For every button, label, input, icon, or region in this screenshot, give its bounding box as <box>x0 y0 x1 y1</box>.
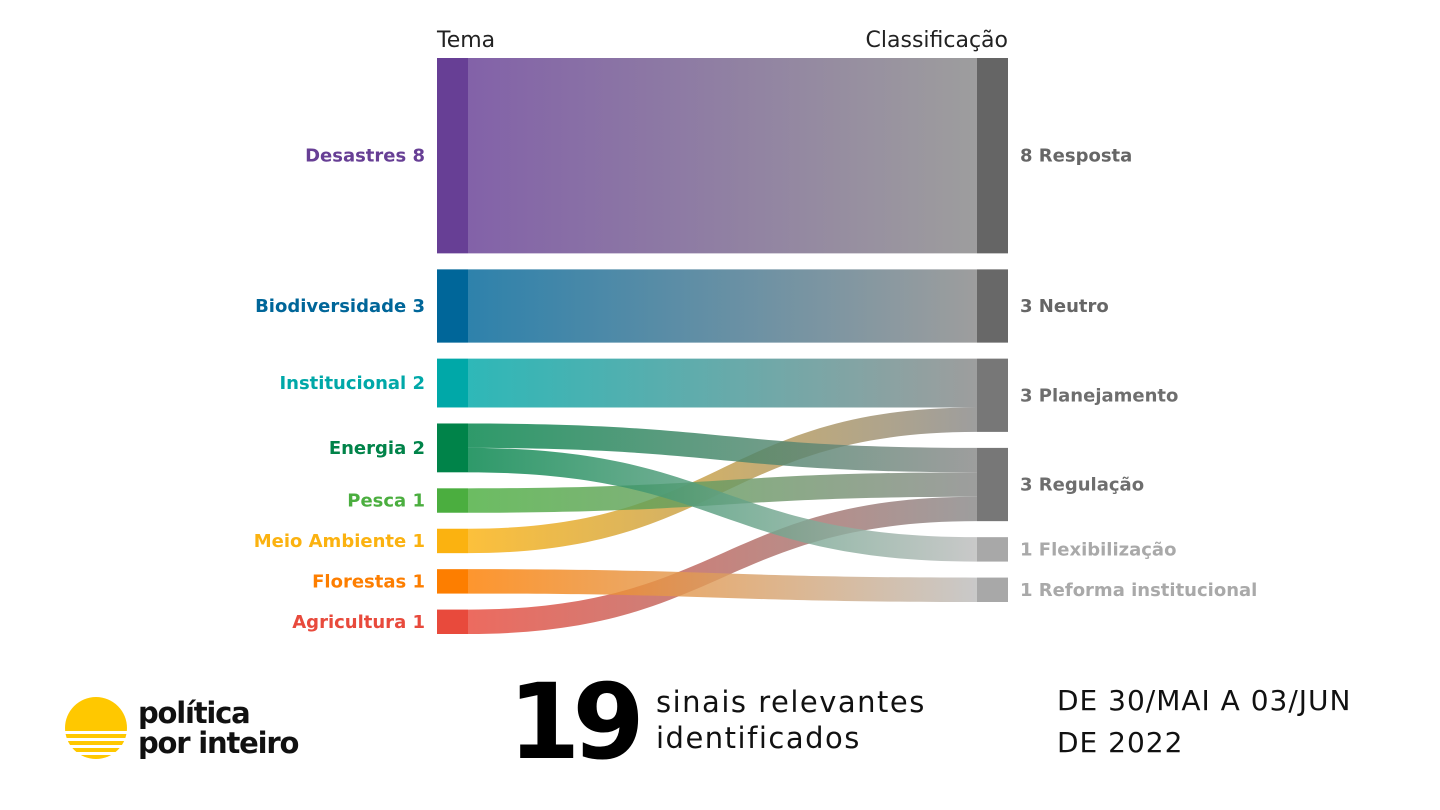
logo-line-1: política <box>138 696 251 730</box>
flow-florestas-to-reforma-institucional <box>468 569 977 602</box>
target-label-planejamento: 3 Planejamento <box>1020 385 1178 406</box>
flow-energia-to-flexibilizacao <box>468 447 977 562</box>
target-label-resposta: 8 Resposta <box>1020 146 1132 167</box>
source-label-florestas: Florestas 1 <box>312 571 425 592</box>
logo-line-2: por inteiro <box>138 726 299 760</box>
source-node-energia <box>437 423 468 473</box>
period-range: DE 30/MAI A 03/JUN DE 2022 <box>1057 680 1352 764</box>
source-label-pesca: Pesca 1 <box>347 491 425 512</box>
source-label-biodiversidade: Biodiversidade 3 <box>255 296 425 317</box>
target-node-planejamento <box>977 358 1008 432</box>
target-node-neutro <box>977 269 1008 343</box>
source-node-institucional <box>437 358 468 408</box>
signals-count: 19 <box>508 661 645 783</box>
source-label-agricultura: Agricultura 1 <box>292 612 425 633</box>
flow-biodiversidade-to-neutro <box>468 269 977 343</box>
source-label-desastres: Desastres 8 <box>305 146 425 167</box>
flow-desastres-to-resposta <box>468 58 977 254</box>
target-label-neutro: 3 Neutro <box>1020 296 1109 317</box>
target-label-reforma-institucional: 1 Reforma institucional <box>1020 580 1257 601</box>
signals-caption-line-1: sinais relevantes <box>656 685 926 719</box>
brand-logo: política por inteiro <box>64 696 324 766</box>
target-node-regulacao <box>977 447 1008 522</box>
target-node-flexibilizacao <box>977 537 1008 562</box>
source-label-meio-ambiente: Meio Ambiente 1 <box>254 531 425 552</box>
column-header-tema: Tema <box>436 28 495 53</box>
sankey-chart: Tema Classificação Desastres 8 Biodiversi… <box>254 28 1257 634</box>
flow-institucional-to-planejamento <box>468 358 977 408</box>
flows-layer <box>468 58 977 634</box>
flow-agricultura-to-regulacao <box>468 496 977 634</box>
source-node-pesca <box>437 488 468 513</box>
target-node-reforma-institucional <box>977 577 1008 602</box>
target-label-flexibilizacao: 1 Flexibilização <box>1020 539 1176 560</box>
source-node-biodiversidade <box>437 269 468 343</box>
signals-caption: sinais relevantes identificados <box>656 684 926 756</box>
flow-energia-to-regulacao <box>468 423 977 473</box>
source-node-meio-ambiente <box>437 528 468 554</box>
period-line-1: DE 30/MAI A 03/JUN <box>1057 684 1352 717</box>
sun-logo-icon <box>65 697 127 759</box>
logo-wordmark: política por inteiro <box>138 696 299 760</box>
nodes-layer: Desastres 8 Biodiversidade 3 Institucional… <box>254 58 1257 634</box>
column-header-classificacao: Classificação <box>866 28 1008 53</box>
signals-caption-line-2: identificados <box>656 721 861 755</box>
target-node-resposta <box>977 58 1008 254</box>
period-line-2: DE 2022 <box>1057 726 1184 759</box>
source-node-florestas <box>437 569 468 594</box>
source-node-agricultura <box>437 609 468 634</box>
target-label-regulacao: 3 Regulação <box>1020 475 1144 496</box>
source-label-institucional: Institucional 2 <box>279 373 425 394</box>
source-label-energia: Energia 2 <box>329 438 425 459</box>
source-node-desastres <box>437 58 468 254</box>
flow-pesca-to-regulacao <box>468 472 977 513</box>
